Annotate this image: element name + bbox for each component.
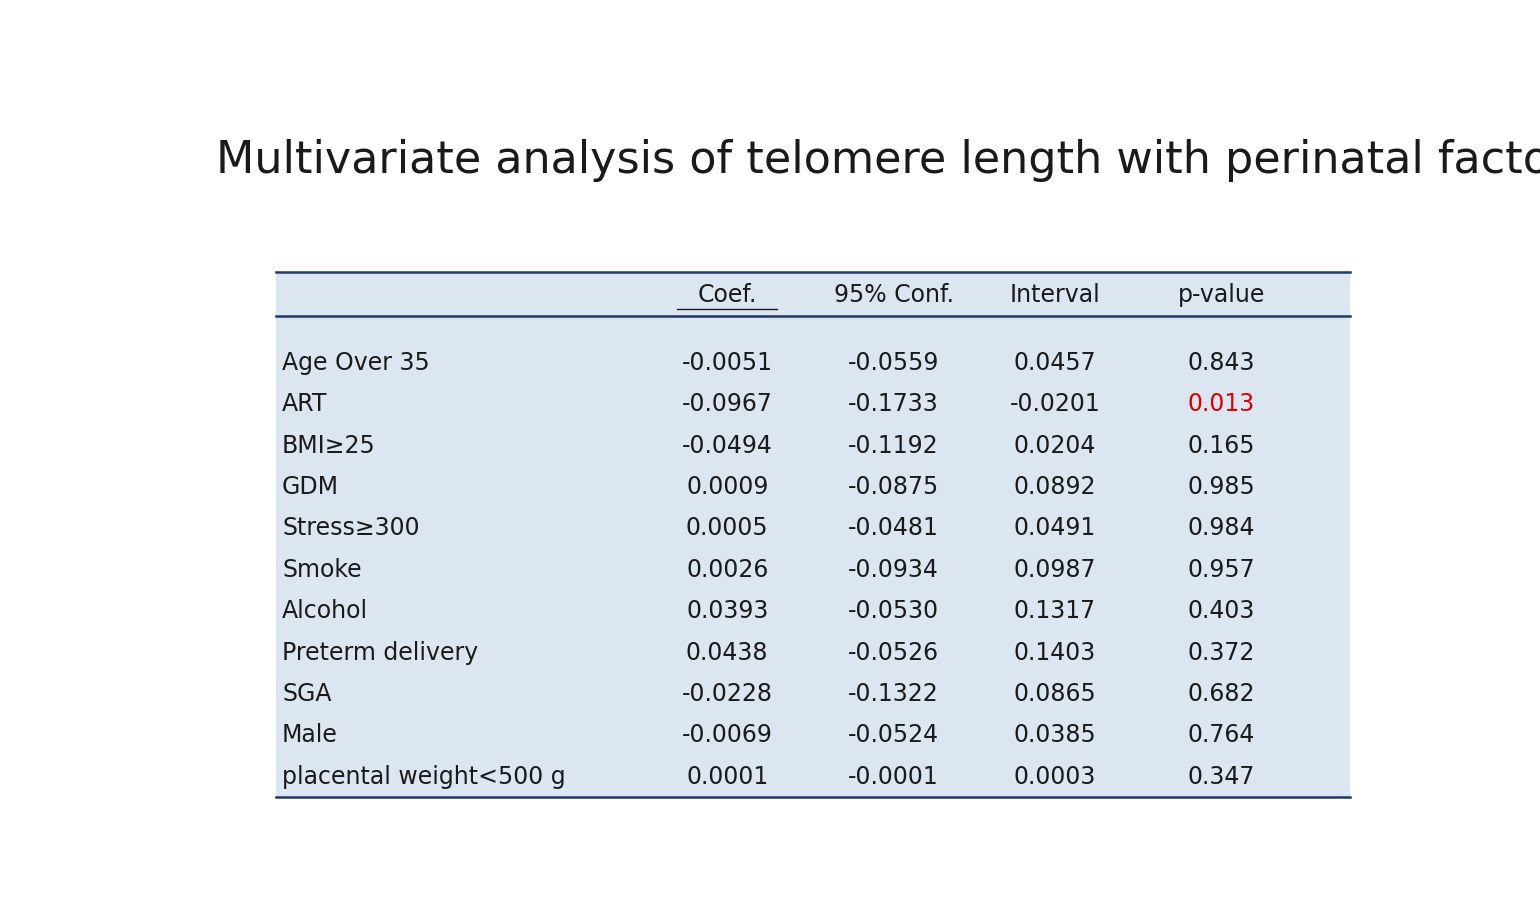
Text: -0.0934: -0.0934 xyxy=(849,557,939,581)
Text: 0.165: 0.165 xyxy=(1187,433,1255,457)
Text: 0.0892: 0.0892 xyxy=(1013,474,1096,498)
Text: 0.0003: 0.0003 xyxy=(1013,764,1096,788)
Text: -0.0494: -0.0494 xyxy=(682,433,773,457)
Text: 0.0026: 0.0026 xyxy=(685,557,768,581)
Text: 95% Conf.: 95% Conf. xyxy=(833,283,953,307)
Text: -0.0228: -0.0228 xyxy=(682,681,773,705)
Text: Preterm delivery: Preterm delivery xyxy=(282,640,479,664)
Text: Smoke: Smoke xyxy=(282,557,362,581)
Text: BMI≥25: BMI≥25 xyxy=(282,433,376,457)
Text: 0.347: 0.347 xyxy=(1187,764,1255,788)
Text: 0.985: 0.985 xyxy=(1187,474,1255,498)
Text: 0.984: 0.984 xyxy=(1187,516,1255,539)
Text: Stress≥300: Stress≥300 xyxy=(282,516,419,539)
Text: -0.0481: -0.0481 xyxy=(849,516,939,539)
Text: p-value: p-value xyxy=(1178,283,1264,307)
Text: Age Over 35: Age Over 35 xyxy=(282,350,430,374)
Text: -0.1322: -0.1322 xyxy=(849,681,939,705)
Text: 0.0385: 0.0385 xyxy=(1013,722,1096,746)
Text: -0.0001: -0.0001 xyxy=(849,764,939,788)
Text: 0.403: 0.403 xyxy=(1187,598,1255,622)
Text: 0.0865: 0.0865 xyxy=(1013,681,1096,705)
Text: SGA: SGA xyxy=(282,681,331,705)
Text: 0.0204: 0.0204 xyxy=(1013,433,1096,457)
Text: 0.682: 0.682 xyxy=(1187,681,1255,705)
Text: 0.957: 0.957 xyxy=(1187,557,1255,581)
Text: -0.0967: -0.0967 xyxy=(682,391,773,415)
Text: 0.0457: 0.0457 xyxy=(1013,350,1096,374)
Text: -0.0051: -0.0051 xyxy=(682,350,773,374)
Text: 0.0009: 0.0009 xyxy=(685,474,768,498)
Text: -0.0559: -0.0559 xyxy=(849,350,939,374)
Text: Coef.: Coef. xyxy=(698,283,756,307)
Text: 0.1317: 0.1317 xyxy=(1013,598,1096,622)
Text: -0.0530: -0.0530 xyxy=(849,598,939,622)
Text: 0.0393: 0.0393 xyxy=(685,598,768,622)
Text: 0.0438: 0.0438 xyxy=(685,640,768,664)
Text: 0.0987: 0.0987 xyxy=(1013,557,1096,581)
Text: 0.0001: 0.0001 xyxy=(685,764,768,788)
Text: -0.0524: -0.0524 xyxy=(849,722,939,746)
Text: 0.0005: 0.0005 xyxy=(685,516,768,539)
Text: 0.764: 0.764 xyxy=(1187,722,1255,746)
Text: -0.0201: -0.0201 xyxy=(1009,391,1100,415)
Text: 0.013: 0.013 xyxy=(1187,391,1255,415)
Text: -0.0875: -0.0875 xyxy=(849,474,939,498)
Text: Interval: Interval xyxy=(1009,283,1100,307)
Text: 0.0491: 0.0491 xyxy=(1013,516,1096,539)
Text: 0.843: 0.843 xyxy=(1187,350,1255,374)
Text: GDM: GDM xyxy=(282,474,339,498)
Text: Male: Male xyxy=(282,722,337,746)
Text: ART: ART xyxy=(282,391,328,415)
Text: Multivariate analysis of telomere length with perinatal factors: Multivariate analysis of telomere length… xyxy=(216,139,1540,182)
Text: -0.1192: -0.1192 xyxy=(849,433,939,457)
Text: -0.0069: -0.0069 xyxy=(682,722,773,746)
Text: 0.372: 0.372 xyxy=(1187,640,1255,664)
Text: Alcohol: Alcohol xyxy=(282,598,368,622)
Text: 0.1403: 0.1403 xyxy=(1013,640,1096,664)
Text: placental weight<500 g: placental weight<500 g xyxy=(282,764,565,788)
Text: -0.1733: -0.1733 xyxy=(849,391,939,415)
Text: -0.0526: -0.0526 xyxy=(849,640,939,664)
